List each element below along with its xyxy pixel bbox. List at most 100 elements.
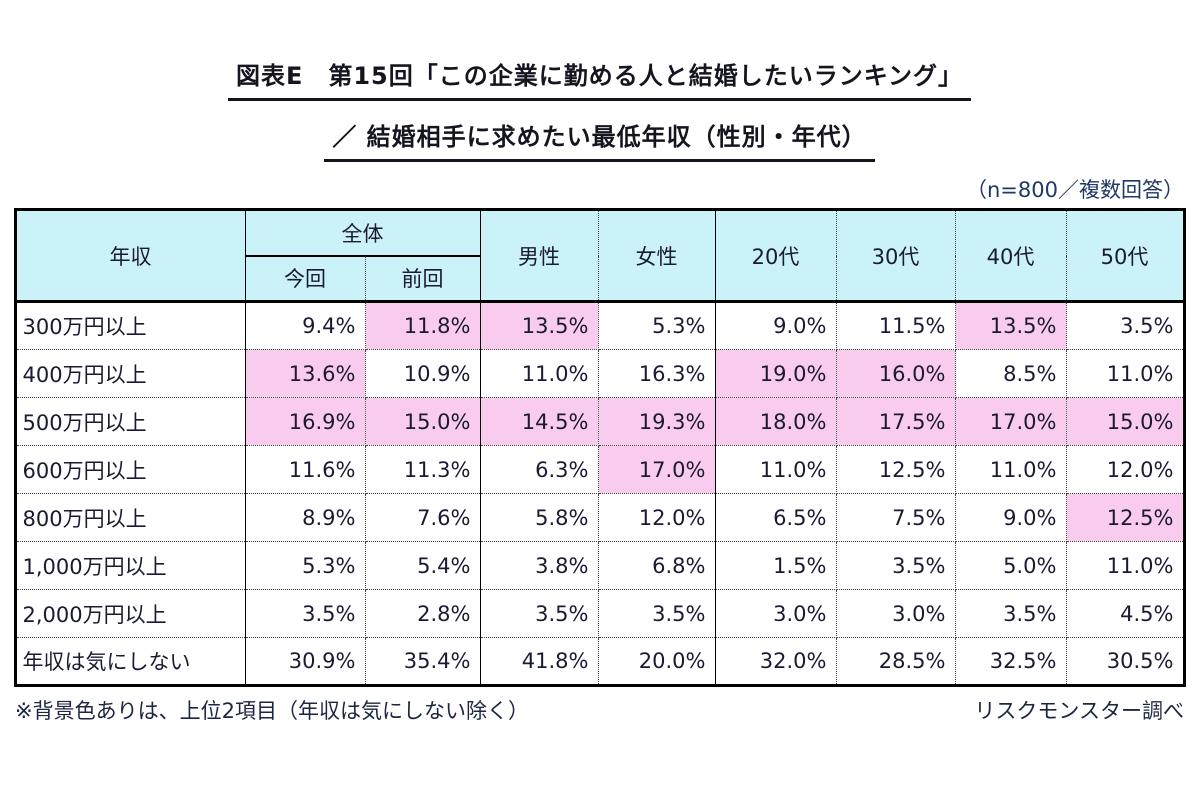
footnote-highlight-legend: ※背景色ありは、上位2項目（年収は気にしない除く） <box>15 699 529 723</box>
value-cell: 5.3% <box>598 301 716 350</box>
value-cell: 16.3% <box>598 349 716 398</box>
header-age-20s: 20代 <box>715 209 837 303</box>
value-cell: 3.0% <box>715 589 837 638</box>
value-cell: 3.8% <box>480 541 599 590</box>
value-cell: 12.5% <box>1066 493 1184 542</box>
value-cell: 7.6% <box>365 493 481 542</box>
value-cell: 3.5% <box>836 541 956 590</box>
header-row-2: 今回 前回 <box>15 255 1184 303</box>
value-cell: 3.0% <box>836 589 956 638</box>
value-cell: 32.0% <box>715 637 837 686</box>
footer-row: ※背景色ありは、上位2項目（年収は気にしない除く） リスクモンスター調べ <box>15 695 1184 725</box>
header-age-50s: 50代 <box>1066 209 1184 303</box>
value-cell: 12.0% <box>1066 445 1184 494</box>
value-cell: 11.0% <box>480 349 599 398</box>
value-cell: 41.8% <box>480 637 599 686</box>
value-cell: 2.8% <box>365 589 481 638</box>
income-row-label: 300万円以上 <box>15 301 246 350</box>
value-cell: 15.0% <box>1066 397 1184 446</box>
value-cell: 16.9% <box>245 397 366 446</box>
header-overall-previous: 前回 <box>365 255 481 303</box>
header-age-30s: 30代 <box>836 209 956 303</box>
page-title-line2: ／ 結婚相手に求めたい最低年収（性別・年代） <box>324 117 875 162</box>
value-cell: 20.0% <box>598 637 716 686</box>
value-cell: 9.0% <box>955 493 1067 542</box>
value-cell: 17.0% <box>955 397 1067 446</box>
value-cell: 15.0% <box>365 397 481 446</box>
value-cell: 1.5% <box>715 541 837 590</box>
header-overall-current: 今回 <box>245 255 366 303</box>
table-row: 800万円以上 8.9% 7.6% 5.8% 12.0% 6.5% 7.5% 9.0% 12.5… <box>15 493 1184 542</box>
value-cell: 4.5% <box>1066 589 1184 638</box>
footnote-source: リスクモンスター調べ <box>974 699 1184 723</box>
value-cell: 18.0% <box>715 397 837 446</box>
value-cell: 12.0% <box>598 493 716 542</box>
table-row: 2,000万円以上 3.5% 2.8% 3.5% 3.5% 3.0% 3.0% 3.5% 4.5… <box>15 589 1184 638</box>
value-cell: 17.0% <box>598 445 716 494</box>
income-row-label: 600万円以上 <box>15 445 246 494</box>
value-cell: 30.5% <box>1066 637 1184 686</box>
value-cell: 3.5% <box>955 589 1067 638</box>
value-cell: 8.9% <box>245 493 366 542</box>
value-cell: 11.0% <box>1066 541 1184 590</box>
table-row: 年収は気にしない 30.9% 35.4% 41.8% 20.0% 32.0% 28.5% 32… <box>15 637 1184 686</box>
value-cell: 8.5% <box>955 349 1067 398</box>
value-cell: 35.4% <box>365 637 481 686</box>
title-block: 図表E 第15回「この企業に勤める人と結婚したいランキング」 ／ 結婚相手に求め… <box>0 0 1199 162</box>
value-cell: 9.4% <box>245 301 366 350</box>
table-row: 600万円以上 11.6% 11.3% 6.3% 17.0% 11.0% 12.5% 11.0… <box>15 445 1184 494</box>
value-cell: 7.5% <box>836 493 956 542</box>
value-cell: 11.0% <box>715 445 837 494</box>
table-row: 500万円以上 16.9% 15.0% 14.5% 19.3% 18.0% 17.5% 17.… <box>15 397 1184 446</box>
income-row-label: 400万円以上 <box>15 349 246 398</box>
income-row-label: 500万円以上 <box>15 397 246 446</box>
header-income: 年収 <box>15 209 246 303</box>
value-cell: 6.3% <box>480 445 599 494</box>
header-male: 男性 <box>480 209 599 303</box>
value-cell: 10.9% <box>365 349 481 398</box>
value-cell: 3.5% <box>598 589 716 638</box>
value-cell: 11.5% <box>836 301 956 350</box>
value-cell: 19.3% <box>598 397 716 446</box>
value-cell: 16.0% <box>836 349 956 398</box>
income-row-label: 2,000万円以上 <box>15 589 246 638</box>
sample-size-note: （n=800／複数回答） <box>966 178 1184 202</box>
income-survey-table: 年収 全体 男性 女性 20代 30代 40代 50代 今回 前回 300万円以… <box>13 208 1186 687</box>
value-cell: 11.8% <box>365 301 481 350</box>
value-cell: 9.0% <box>715 301 837 350</box>
table-row: 300万円以上 9.4% 11.8% 13.5% 5.3% 9.0% 11.5% 13.5% 3… <box>15 301 1184 350</box>
value-cell: 6.8% <box>598 541 716 590</box>
value-cell: 12.5% <box>836 445 956 494</box>
value-cell: 19.0% <box>715 349 837 398</box>
header-female: 女性 <box>598 209 716 303</box>
value-cell: 30.9% <box>245 637 366 686</box>
header-age-40s: 40代 <box>955 209 1067 303</box>
value-cell: 17.5% <box>836 397 956 446</box>
value-cell: 6.5% <box>715 493 837 542</box>
value-cell: 5.8% <box>480 493 599 542</box>
value-cell: 11.0% <box>955 445 1067 494</box>
value-cell: 3.5% <box>245 589 366 638</box>
income-row-label: 1,000万円以上 <box>15 541 246 590</box>
header-row-1: 年収 全体 男性 女性 20代 30代 40代 50代 <box>15 209 1184 303</box>
value-cell: 5.4% <box>365 541 481 590</box>
value-cell: 13.5% <box>955 301 1067 350</box>
table-row: 1,000万円以上 5.3% 5.4% 3.8% 6.8% 1.5% 3.5% 5.0% 11.… <box>15 541 1184 590</box>
value-cell: 11.3% <box>365 445 481 494</box>
value-cell: 3.5% <box>480 589 599 638</box>
value-cell: 13.5% <box>480 301 599 350</box>
table-row: 400万円以上 13.6% 10.9% 11.0% 16.3% 19.0% 16.0% 8.5… <box>15 349 1184 398</box>
value-cell: 3.5% <box>1066 301 1184 350</box>
income-row-label: 年収は気にしない <box>15 637 246 686</box>
value-cell: 13.6% <box>245 349 366 398</box>
value-cell: 5.3% <box>245 541 366 590</box>
value-cell: 32.5% <box>955 637 1067 686</box>
value-cell: 11.0% <box>1066 349 1184 398</box>
value-cell: 5.0% <box>955 541 1067 590</box>
value-cell: 11.6% <box>245 445 366 494</box>
value-cell: 14.5% <box>480 397 599 446</box>
page-title-line1: 図表E 第15回「この企業に勤める人と結婚したいランキング」 <box>227 56 972 101</box>
income-row-label: 800万円以上 <box>15 493 246 542</box>
header-overall: 全体 <box>245 209 481 257</box>
